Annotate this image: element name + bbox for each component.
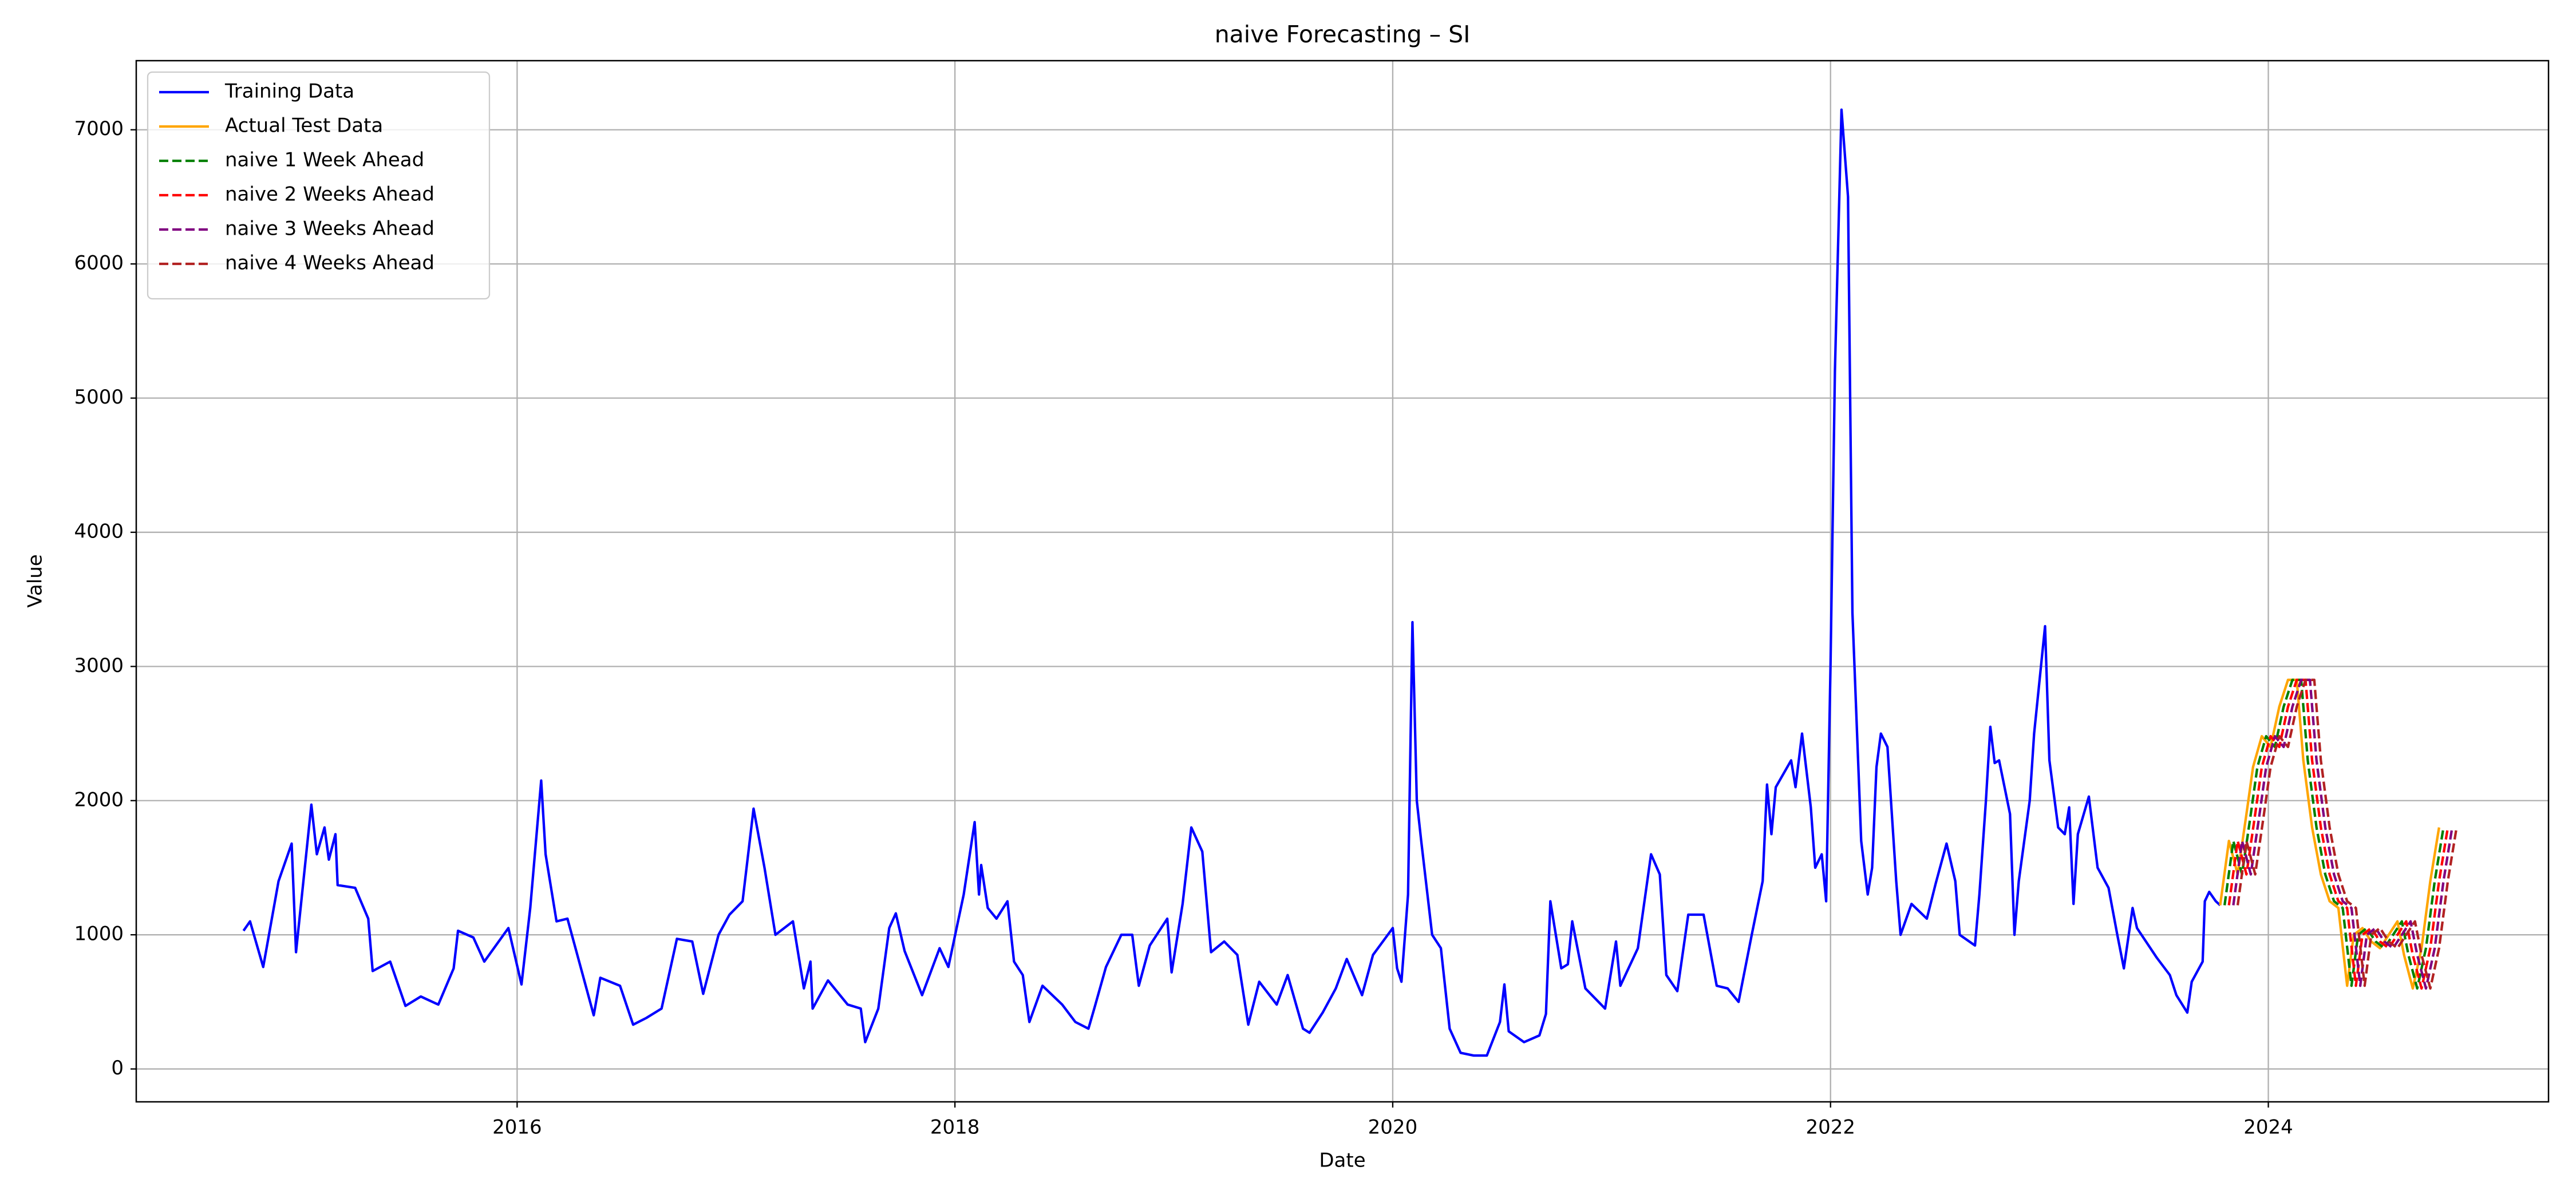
y-tick-label: 1000 (74, 923, 124, 946)
x-tick-label: 2020 (1368, 1116, 1418, 1139)
y-tick-label: 4000 (74, 520, 124, 543)
x-tick-label: 2016 (492, 1116, 542, 1139)
legend-label: naive 4 Weeks Ahead (225, 252, 434, 275)
y-tick-label: 0 (111, 1057, 124, 1080)
y-axis-label: Value (24, 554, 47, 607)
series-line (2223, 678, 2445, 990)
x-tick-label: 2024 (2243, 1116, 2293, 1139)
y-tick-label: 5000 (74, 386, 124, 409)
legend-label: naive 3 Weeks Ahead (225, 218, 434, 240)
legend-label: naive 1 Week Ahead (225, 149, 424, 172)
ticks: 2016 2018 2020 2022 2024 0 1000 2000 3000 4000 500… (74, 117, 2293, 1138)
series-line (242, 108, 2221, 1057)
y-tick-label: 3000 (74, 654, 124, 677)
legend-label: naive 2 Weeks Ahead (225, 183, 434, 206)
legend-label: Actual Test Data (225, 114, 383, 137)
x-axis-label: Date (1319, 1149, 1365, 1172)
x-tick-label: 2018 (930, 1116, 980, 1139)
y-tick-label: 2000 (74, 788, 124, 811)
y-tick-label: 7000 (74, 117, 124, 140)
legend-box (147, 71, 491, 300)
series-line (2227, 678, 2449, 990)
chart-title: naive Forecasting – SI (1215, 21, 1471, 48)
series-line (2236, 678, 2458, 990)
legend-label: Training Data (224, 80, 354, 103)
axes-frame (135, 60, 2550, 1103)
plot-area (242, 108, 2458, 1057)
x-tick-label: 2022 (1805, 1116, 1855, 1139)
legend: Training Data Actual Test Data naive 1 Wee… (147, 71, 491, 300)
series-line (2232, 678, 2453, 990)
y-tick-label: 6000 (74, 252, 124, 275)
